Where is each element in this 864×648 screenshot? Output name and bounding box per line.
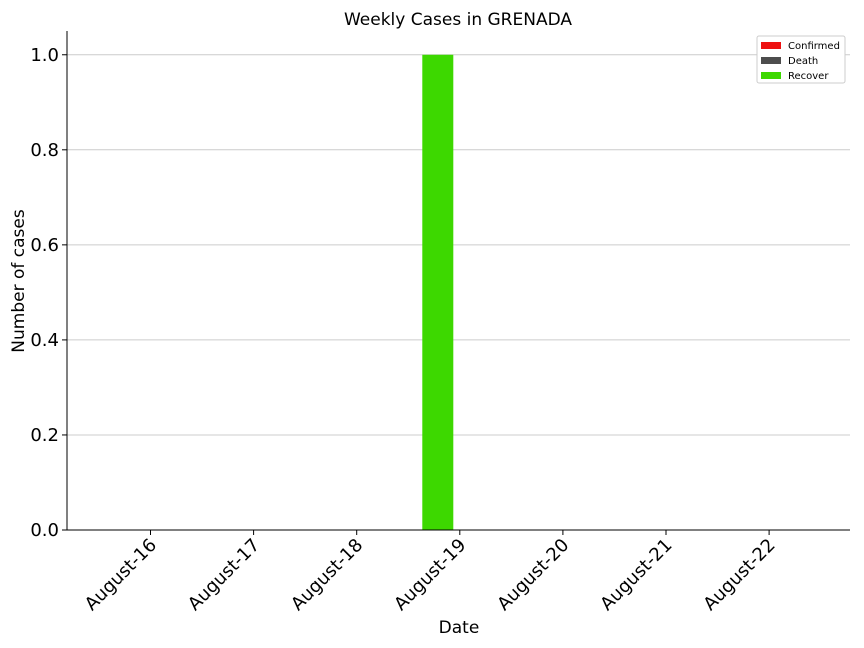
legend-label-recover: Recover <box>788 71 829 82</box>
x-tick-label: August-17 <box>184 535 264 615</box>
legend-swatch-confirmed <box>761 42 781 49</box>
x-tick-label: August-16 <box>81 535 161 615</box>
axes <box>66 31 850 531</box>
y-tick-label: 0.8 <box>30 140 59 161</box>
chart-title: Weekly Cases in GRENADA <box>344 10 572 30</box>
y-tick-label: 1.0 <box>30 45 59 66</box>
x-tick-label: August-18 <box>287 535 367 615</box>
legend: Confirmed Death Recover <box>756 35 846 84</box>
y-ticks: 0.0 0.2 0.4 0.6 0.8 1.0 <box>30 45 67 541</box>
y-axis-label: Number of cases <box>9 209 29 353</box>
x-tick-label: August-19 <box>390 535 470 615</box>
bar-recover-august-19 <box>422 54 454 531</box>
x-axis-label: Date <box>439 618 480 638</box>
grid-lines <box>67 54 850 436</box>
x-tick-label: August-20 <box>493 535 573 615</box>
legend-label-confirmed: Confirmed <box>788 41 840 52</box>
legend-label-death: Death <box>788 56 818 67</box>
x-tick-label: August-21 <box>596 535 676 615</box>
y-tick-label: 0.4 <box>30 330 59 351</box>
y-tick-label: 0.0 <box>30 520 59 541</box>
legend-swatch-recover <box>761 72 781 79</box>
y-tick-label: 0.2 <box>30 425 59 446</box>
legend-swatch-death <box>761 57 781 64</box>
x-ticks: August-16 August-17 August-18 August-19 Augu… <box>81 530 780 615</box>
y-tick-label: 0.6 <box>30 235 59 256</box>
x-tick-label: August-22 <box>699 535 779 615</box>
bars <box>422 54 454 531</box>
